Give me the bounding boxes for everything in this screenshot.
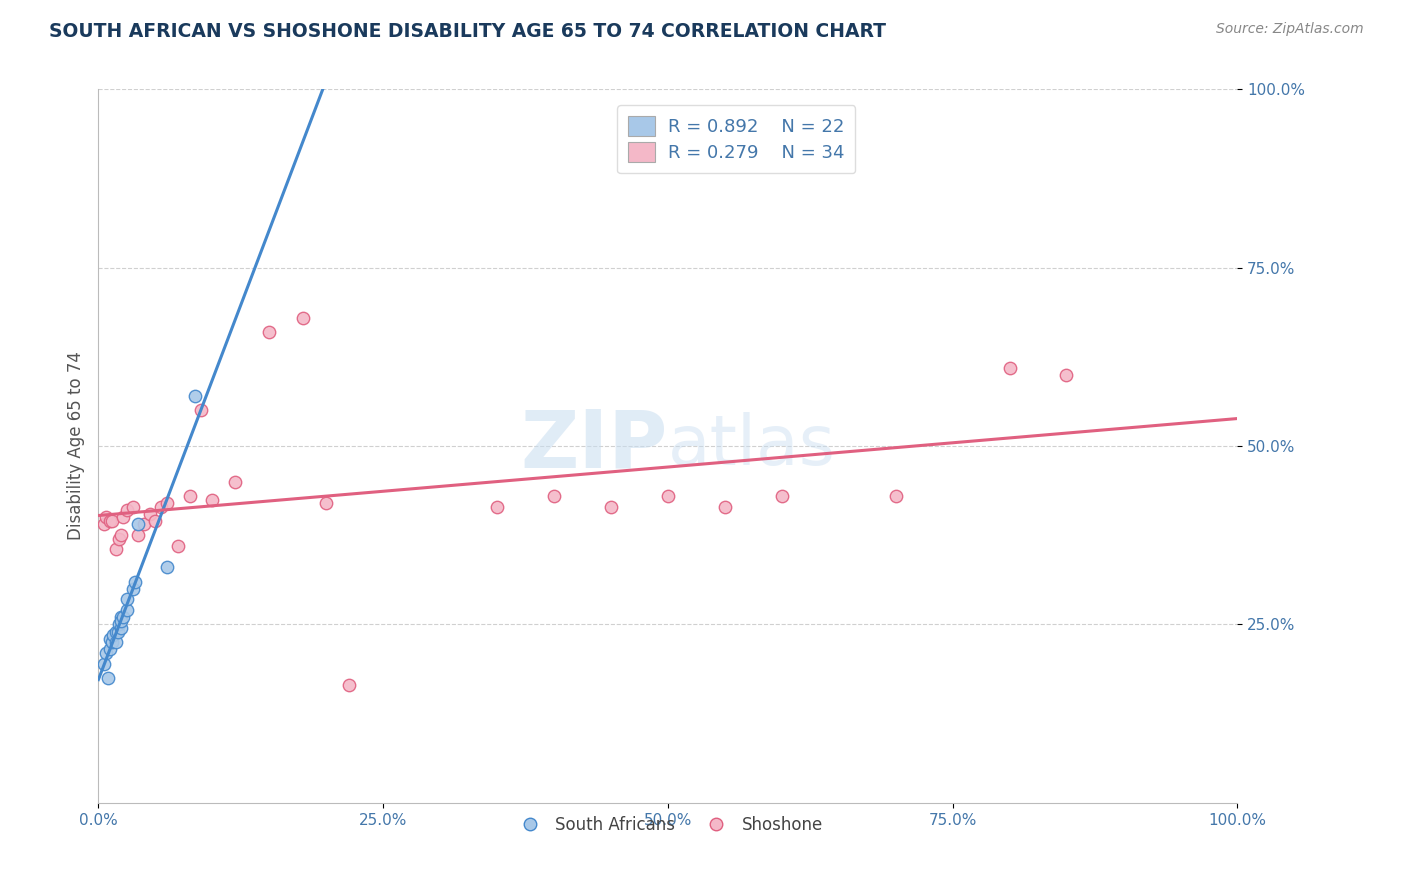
Point	[115, 592, 138, 607]
Point	[121, 582, 143, 596]
Point	[714, 500, 737, 514]
Point	[259, 325, 281, 339]
Point	[110, 610, 132, 624]
Point	[110, 528, 132, 542]
Text: Source: ZipAtlas.com: Source: ZipAtlas.com	[1216, 22, 1364, 37]
Point	[167, 539, 190, 553]
Text: ZIP: ZIP	[520, 407, 668, 485]
Point	[1054, 368, 1078, 382]
Point	[96, 646, 118, 660]
Point	[98, 642, 121, 657]
Point	[315, 496, 337, 510]
Point	[145, 514, 167, 528]
Point	[884, 489, 907, 503]
Point	[486, 500, 509, 514]
Point	[132, 517, 155, 532]
Point	[96, 510, 118, 524]
Point	[115, 503, 138, 517]
Point	[156, 496, 179, 510]
Point	[124, 574, 146, 589]
Point	[292, 310, 315, 325]
Y-axis label: Disability Age 65 to 74: Disability Age 65 to 74	[66, 351, 84, 541]
Point	[104, 624, 127, 639]
Point	[101, 635, 124, 649]
Point	[224, 475, 246, 489]
Point	[110, 614, 132, 628]
Point	[104, 635, 127, 649]
Point	[138, 507, 160, 521]
Point	[115, 603, 138, 617]
Point	[150, 500, 173, 514]
Point	[190, 403, 212, 417]
Point	[112, 510, 135, 524]
Point	[110, 621, 132, 635]
Point	[98, 514, 121, 528]
Point	[108, 617, 131, 632]
Point	[184, 389, 207, 403]
Point	[543, 489, 565, 503]
Point	[657, 489, 679, 503]
Point	[201, 492, 224, 507]
Point	[121, 500, 143, 514]
Point	[127, 517, 149, 532]
Legend: South Africans, Shoshone: South Africans, Shoshone	[506, 810, 830, 841]
Point	[104, 542, 127, 557]
Point	[998, 360, 1021, 375]
Point	[98, 632, 121, 646]
Point	[156, 560, 179, 574]
Text: SOUTH AFRICAN VS SHOSHONE DISABILITY AGE 65 TO 74 CORRELATION CHART: SOUTH AFRICAN VS SHOSHONE DISABILITY AGE…	[49, 22, 886, 41]
Point	[179, 489, 201, 503]
Text: atlas: atlas	[668, 412, 835, 480]
Point	[108, 532, 131, 546]
Point	[93, 517, 115, 532]
Point	[600, 500, 623, 514]
Point	[337, 678, 360, 692]
Point	[93, 657, 115, 671]
Point	[101, 514, 124, 528]
Point	[770, 489, 793, 503]
Point	[107, 624, 129, 639]
Point	[127, 528, 149, 542]
Point	[96, 671, 118, 685]
Point	[112, 610, 135, 624]
Point	[103, 628, 125, 642]
